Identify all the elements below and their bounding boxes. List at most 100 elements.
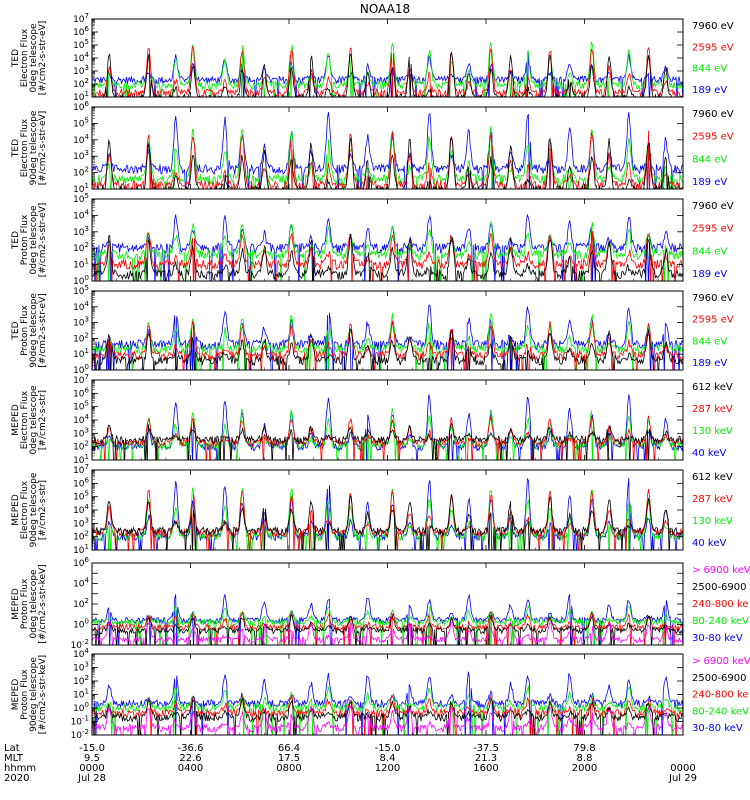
panel-3-ylabel: TED xyxy=(11,231,21,250)
xaxis-row-label-2020: 2020 xyxy=(4,773,29,784)
panel-1-legend-entry: 2595 eV xyxy=(692,42,734,53)
panel-4-trace-844-ev xyxy=(92,312,683,370)
panel-3-legend-entry: 844 eV xyxy=(692,246,727,257)
panel-6-trace-287-kev xyxy=(92,489,683,550)
panel-6-ytick-label: 106 xyxy=(73,476,89,489)
panel-3-trace-2595-ev xyxy=(92,231,683,281)
panel-7: 10-2 100 102 104 106 MEPED Proton Flux 0deg tel… xyxy=(11,556,750,651)
panel-8-ytick-label: 101 xyxy=(73,688,89,701)
panel-3-ylabel: Proton Flux xyxy=(20,214,30,265)
panel-6-ytick-label: 102 xyxy=(73,530,89,543)
xaxis-lat-value: 66.4 xyxy=(278,743,300,754)
panel-2-ylabel: 90deg telescope xyxy=(29,110,39,185)
panel-2-legend-entry: 2595 eV xyxy=(692,132,734,143)
xaxis-lat-value: -15.0 xyxy=(79,743,105,754)
panel-7-ytick-label: 100 xyxy=(73,618,89,631)
panel-2-legend-entry: 189 eV xyxy=(692,177,727,188)
panel-3-ytick-label: 100 xyxy=(73,274,89,287)
panel-6-ylabel: [#/cm2-s-str] xyxy=(38,480,48,540)
figure-title: NOAA18 xyxy=(360,2,410,16)
xaxis-hhmm-value: 1600 xyxy=(473,763,498,774)
panel-3-ytick-label: 103 xyxy=(73,225,89,238)
panel-2-trace-7960-ev xyxy=(93,136,681,189)
panel-2-ytick-label: 101 xyxy=(73,182,89,195)
panel-8-ylabel: 90deg telescope xyxy=(29,657,39,732)
panel-6-ylabel: Electron Flux xyxy=(20,480,30,539)
panel-6-trace-612-kev xyxy=(92,494,683,550)
panel-1-ylabel: TED xyxy=(11,49,21,68)
panel-4-trace-2595-ev xyxy=(92,320,683,370)
panel-7-trace-80-240-kev xyxy=(92,604,683,645)
panel-2-legend-entry: 7960 eV xyxy=(692,109,734,120)
panel-1-ylabel: 0deg telescope xyxy=(29,23,39,93)
panel-5-ytick-label: 105 xyxy=(73,400,89,413)
panel-8-legend-entry: 80-240 keV xyxy=(692,706,749,717)
panel-4-legend-entry: 2595 eV xyxy=(692,315,734,326)
panel-3-ylabel: [#/cm2-s-str-eV] xyxy=(38,203,48,278)
xaxis-hhmm-value: 0000 xyxy=(79,763,104,774)
panel-1-ytick-label: 104 xyxy=(73,51,89,64)
panel-3-ytick-label: 104 xyxy=(73,208,89,221)
panel-5-ylabel: Electron Flux xyxy=(20,390,30,449)
panel-1-ylabel: [#/cm2-s-str-eV] xyxy=(38,21,48,96)
panel-1-legend-entry: 7960 eV xyxy=(692,21,734,32)
panel-5-frame xyxy=(91,379,684,461)
xaxis-mlt-value: 8.8 xyxy=(577,753,593,764)
xaxis-lat-value: 79.8 xyxy=(573,743,595,754)
panel-7-ytick-label: 106 xyxy=(73,556,89,569)
panel-8-trace-2500-6900 xyxy=(92,696,683,735)
panel-4-ytick-label: 104 xyxy=(73,300,89,313)
panel-5-ylabel: MEPED xyxy=(11,404,21,436)
panel-5-ylabel: 0deg telescope xyxy=(29,385,39,455)
panel-5-ylabel: [#/cm2-s-str] xyxy=(38,390,48,450)
xaxis-hhmm-value: 2000 xyxy=(572,763,597,774)
panel-6-ylabel: 90deg telescope xyxy=(29,472,39,547)
xaxis-mlt-value: 21.3 xyxy=(475,753,497,764)
panel-5-ytick-label: 107 xyxy=(73,373,89,386)
panel-1-ytick-label: 101 xyxy=(73,90,89,103)
panel-1-ytick-label: 103 xyxy=(73,64,89,77)
panel-3: 100 101 102 103 104 105 TED Proton Flux 0deg tel… xyxy=(11,192,734,287)
panel-2-ytick-label: 106 xyxy=(73,100,89,113)
panel-4-trace-189-ev xyxy=(92,304,683,370)
panel-4-legend-entry: 844 eV xyxy=(692,336,727,347)
panel-8-ytick-label: 10-2 xyxy=(71,728,89,741)
panel-3-ylabel: 0deg telescope xyxy=(29,205,39,275)
panel-7-ylabel: [#/cm2-s-str-keV] xyxy=(38,564,48,643)
panel-3-legend-entry: 189 eV xyxy=(692,269,727,280)
panel-8-trace--6900-kev xyxy=(92,704,683,735)
panel-6-ytick-label: 103 xyxy=(73,516,89,529)
panel-5-legend-entry: 130 keV xyxy=(692,426,733,437)
panel-7-ytick-label: 10-2 xyxy=(71,638,89,651)
panel-2-ylabel: Electron Flux xyxy=(20,118,30,177)
panel-6-ytick-label: 107 xyxy=(73,463,89,476)
panel-4-ytick-label: 105 xyxy=(73,284,89,297)
panel-8-legend-entry: 2500-6900 xyxy=(692,673,747,684)
panel-7-legend-entry: 240-800 ke xyxy=(692,599,749,610)
panel-3-trace-7960-ev xyxy=(92,233,683,281)
panel-1-ytick-label: 106 xyxy=(73,25,89,38)
panel-5-legend-entry: 612 keV xyxy=(692,382,733,393)
panel-3-trace-844-ev xyxy=(92,221,683,281)
panel-1-ytick-label: 107 xyxy=(73,12,89,25)
panel-8-ytick-label: 104 xyxy=(73,647,89,660)
panel-1-ytick-label: 105 xyxy=(73,38,89,51)
panel-6-ylabel: MEPED xyxy=(11,494,21,526)
xaxis-row-label-lat: Lat xyxy=(4,743,20,754)
panel-6-legend-entry: 40 keV xyxy=(692,538,726,549)
panel-8-legend-entry: > 6900 keV xyxy=(692,656,750,667)
panel-2-series xyxy=(92,111,683,189)
panel-4-ytick-label: 102 xyxy=(73,331,89,344)
panel-8-legend-entry: 240-800 ke xyxy=(692,690,749,701)
panel-5-legend-entry: 40 keV xyxy=(692,448,726,459)
panel-5-ytick-label: 102 xyxy=(73,440,89,453)
panel-6-series xyxy=(92,477,683,550)
panel-7-legend-entry: 30-80 keV xyxy=(692,633,743,644)
panel-1-trace-189-ev xyxy=(92,53,683,97)
